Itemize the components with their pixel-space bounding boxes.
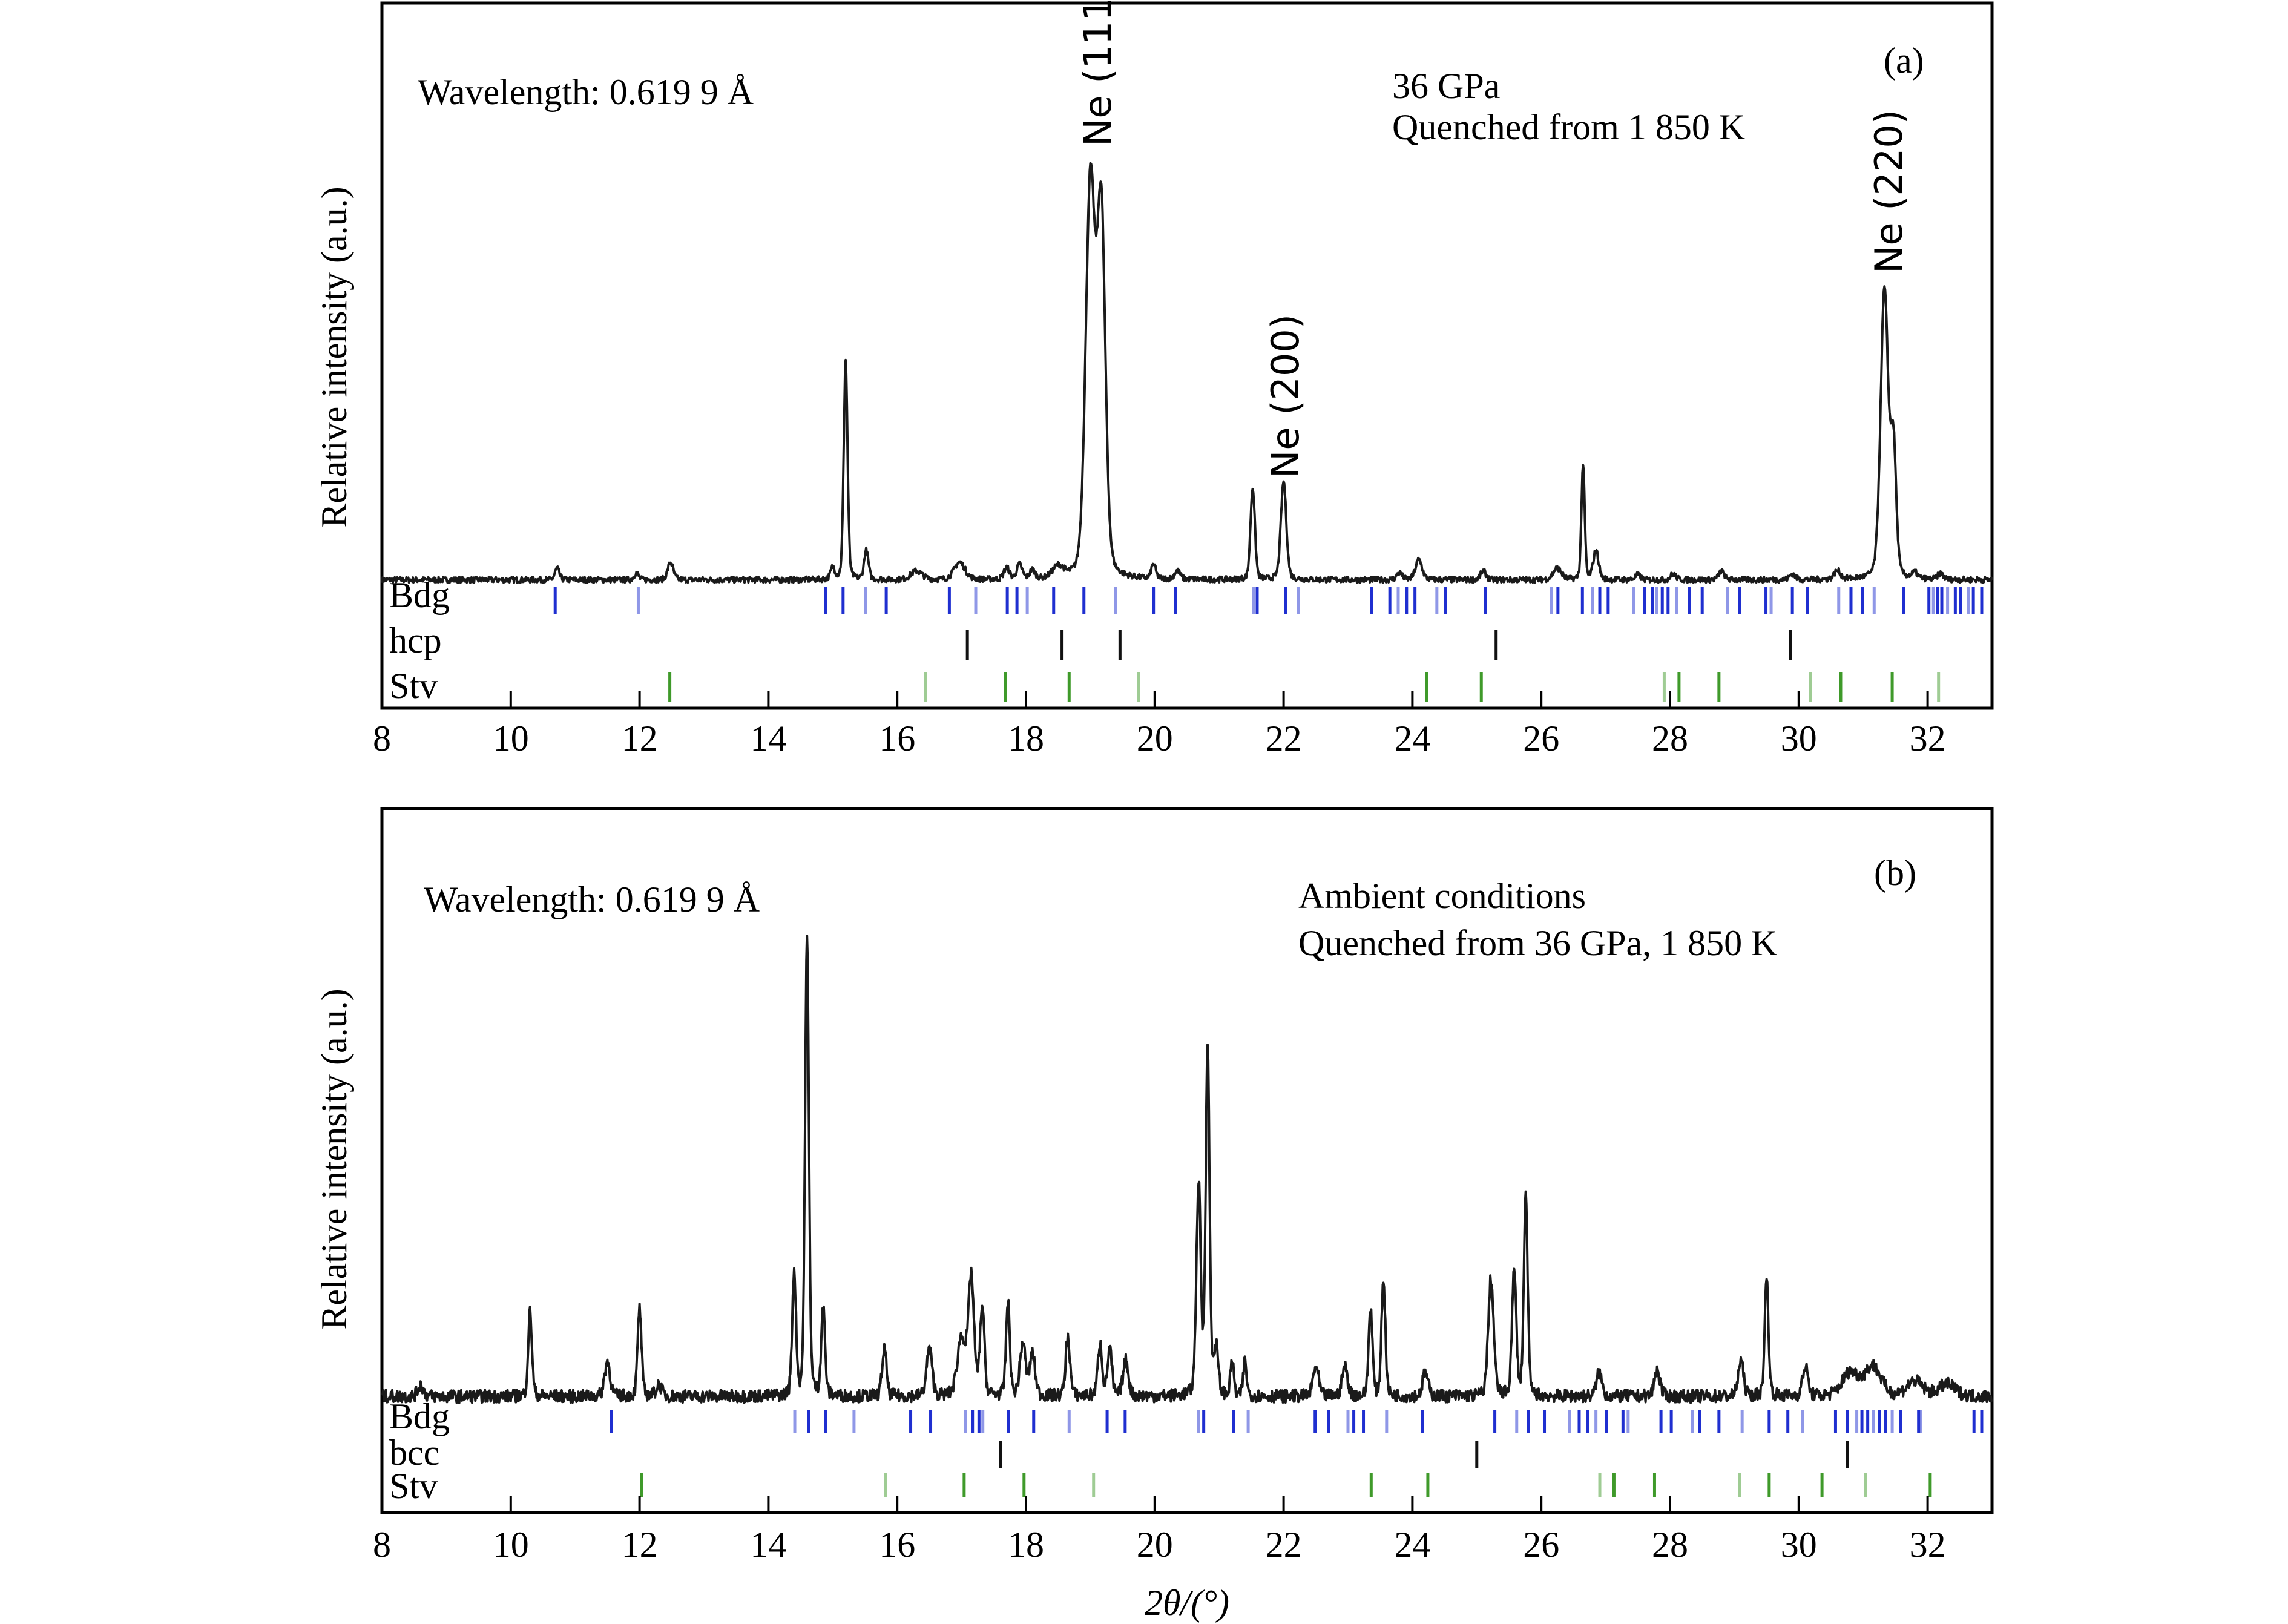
- phase-label-stv-a: Stv: [389, 666, 438, 706]
- x-tick-label: 8: [373, 1525, 391, 1565]
- x-tick-label: 20: [1137, 1525, 1173, 1565]
- panel-a-label: (a): [1884, 41, 1924, 81]
- panel-a-condition-2: Quenched from 1 850 K: [1392, 107, 1745, 147]
- diffraction-pattern-line: [381, 935, 1993, 1404]
- x-tick-label: 22: [1266, 1525, 1302, 1565]
- x-tick-label: 14: [750, 718, 786, 758]
- panel-b-ylabel: Relative intensity (a.u.): [314, 988, 354, 1329]
- phase-label-bdg-b: Bdg: [389, 1396, 450, 1436]
- x-tick-label: 30: [1781, 718, 1817, 758]
- panel-b-label: (b): [1874, 853, 1916, 893]
- x-tick-label: 14: [750, 1525, 786, 1565]
- peak-label-ne-200: Ne (200): [1263, 314, 1307, 478]
- x-tick-label: 28: [1652, 1525, 1688, 1565]
- x-tick-label: 30: [1781, 1525, 1817, 1565]
- x-tick-label: 22: [1266, 718, 1302, 758]
- peak-label-ne-220: Ne (220): [1867, 110, 1911, 274]
- panel-b: Relative intensity (a.u.) Wavelength: 0.…: [314, 807, 1994, 1623]
- phase-label-bcc: bcc: [389, 1433, 439, 1473]
- panel-a-wavelength: Wavelength: 0.619 9 Å: [418, 72, 754, 112]
- panel-b-condition-2: Quenched from 36 GPa, 1 850 K: [1298, 923, 1778, 963]
- phase-label-stv-b: Stv: [389, 1466, 438, 1506]
- x-tick-label: 26: [1523, 1525, 1559, 1565]
- x-tick-label: 24: [1394, 1525, 1430, 1565]
- diffraction-pattern-line: [381, 162, 1993, 584]
- phase-label-hcp: hcp: [389, 620, 442, 660]
- x-tick-label: 10: [493, 718, 529, 758]
- x-tick-label: 18: [1008, 718, 1044, 758]
- x-tick-label: 16: [879, 1525, 915, 1565]
- x-tick-label: 20: [1137, 718, 1173, 758]
- panel-a: Relative intensity (a.u.) Wavelength: 0.…: [314, 0, 1994, 758]
- panel-b-wavelength: Wavelength: 0.619 9 Å: [424, 879, 760, 919]
- panel-b-condition-1: Ambient conditions: [1298, 876, 1586, 916]
- peak-label-ne-111: Ne (111): [1076, 0, 1120, 146]
- x-tick-label: 16: [879, 718, 915, 758]
- panel-a-condition-1: 36 GPa: [1392, 66, 1500, 106]
- x-tick-label: 24: [1394, 718, 1430, 758]
- panel-b-frame: [380, 807, 1994, 1514]
- x-tick-label: 26: [1523, 718, 1559, 758]
- x-tick-label: 32: [1910, 1525, 1946, 1565]
- x-tick-label: 28: [1652, 718, 1688, 758]
- panel-a-frame: [380, 1, 1994, 710]
- x-tick-label: 32: [1910, 718, 1946, 758]
- x-axis-label: 2θ/(°): [1145, 1583, 1229, 1623]
- panel-a-ylabel: Relative intensity (a.u.): [314, 186, 354, 527]
- x-tick-label: 12: [622, 718, 658, 758]
- x-tick-label: 18: [1008, 1525, 1044, 1565]
- x-tick-label: 8: [373, 718, 391, 758]
- x-tick-label: 10: [493, 1525, 529, 1565]
- x-tick-label: 12: [622, 1525, 658, 1565]
